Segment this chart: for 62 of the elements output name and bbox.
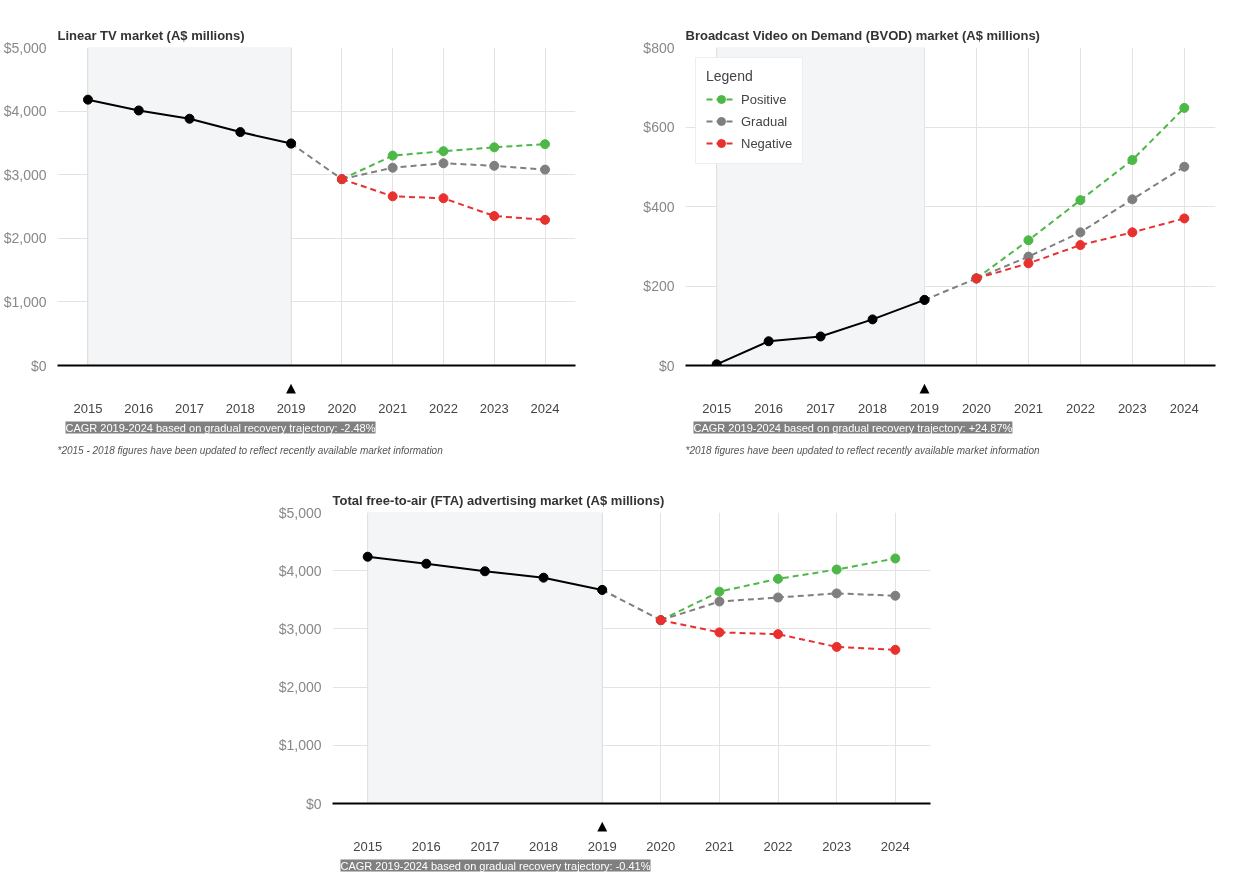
x-tick-label: 2021 (378, 400, 408, 416)
y-tick-label: $5,000 (278, 504, 322, 521)
x-tick-label: 2023 (822, 838, 852, 854)
y-tick-label: $0 (305, 795, 322, 812)
chart-title: Linear TV market (A$ millions) (57, 27, 245, 43)
y-tick-label: $400 (643, 198, 675, 215)
x-tick-label: 2015 (702, 400, 732, 416)
x-tick-label: 2016 (411, 838, 441, 854)
y-tick-label: $4,000 (278, 562, 322, 579)
y-tick-label: $2,000 (278, 679, 322, 696)
x-tick-label: 2018 (225, 400, 255, 416)
x-tick-label: 2016 (124, 400, 154, 416)
x-tick-label: 2024 (880, 838, 910, 854)
y-tick-label: $1,000 (278, 737, 322, 754)
x-tick-label: 2022 (429, 400, 458, 416)
x-tick-label: 2018 (529, 838, 559, 854)
y-tick-label: $200 (643, 278, 675, 294)
y-tick-label: $800 (643, 39, 675, 56)
text: CAGR 2019-2024 based on gradual recovery trajectory: +24.87% (693, 421, 1013, 434)
x-tick-label: 2020 (962, 400, 991, 416)
y-tick-label: $1,000 (3, 293, 47, 310)
x-tick-label: 2016 (754, 400, 784, 416)
x-tick-label: 2019 (910, 400, 939, 416)
text: ▲ (597, 817, 608, 833)
text: ▲ (286, 379, 297, 395)
x-tick-label: 2017 (806, 400, 836, 416)
legend-title: Legend (706, 68, 754, 84)
legend-label: Positive (741, 91, 787, 107)
x-tick-label: 2017 (175, 400, 204, 416)
y-tick-label: $2,000 (3, 230, 47, 247)
y-tick-label: $4,000 (3, 103, 47, 120)
y-tick-label: $0 (658, 357, 675, 374)
x-tick-label: 2019 (587, 838, 617, 854)
y-tick-label: $5,000 (3, 39, 47, 56)
x-tick-label: 2022 (1065, 400, 1095, 416)
x-tick-label: 2015 (73, 400, 103, 416)
x-tick-label: 2023 (1117, 400, 1147, 416)
y-tick-label: $600 (643, 119, 675, 135)
y-tick-label: $3,000 (3, 166, 47, 183)
legend-label: Negative (741, 135, 793, 151)
legend-label: Gradual (741, 113, 788, 129)
text: *2018 figures have been updated to reflect recently available market information (685, 444, 1041, 456)
chart-title: Broadcast Video on Demand (BVOD) market (A$ millions) (685, 27, 1040, 43)
x-tick-label: 2019 (276, 400, 306, 416)
text: *2015 - 2018 figures have been updated to reflect recently available market information (57, 444, 444, 456)
chart-title: Total free-to-air (FTA) advertising market (A$ millions) (332, 492, 665, 508)
text: CAGR 2019-2024 based on gradual recovery trajectory: -2.48% (65, 421, 376, 434)
x-tick-label: 2015 (353, 838, 383, 854)
x-tick-label: 2023 (479, 400, 509, 416)
x-tick-label: 2021 (704, 838, 734, 854)
x-tick-label: 2024 (530, 400, 560, 416)
y-tick-label: $0 (30, 357, 47, 374)
x-tick-label: 2020 (327, 400, 357, 416)
x-tick-label: 2017 (470, 838, 500, 854)
x-tick-label: 2020 (646, 838, 676, 854)
y-tick-label: $3,000 (278, 620, 322, 637)
text: ▲ (919, 379, 930, 395)
text: CAGR 2019-2024 based on gradual recovery trajectory: -0.41% (340, 859, 651, 872)
x-tick-label: 2022 (763, 838, 793, 854)
x-tick-label: 2024 (1169, 400, 1199, 416)
x-tick-label: 2021 (1013, 400, 1043, 416)
x-tick-label: 2018 (858, 400, 888, 416)
